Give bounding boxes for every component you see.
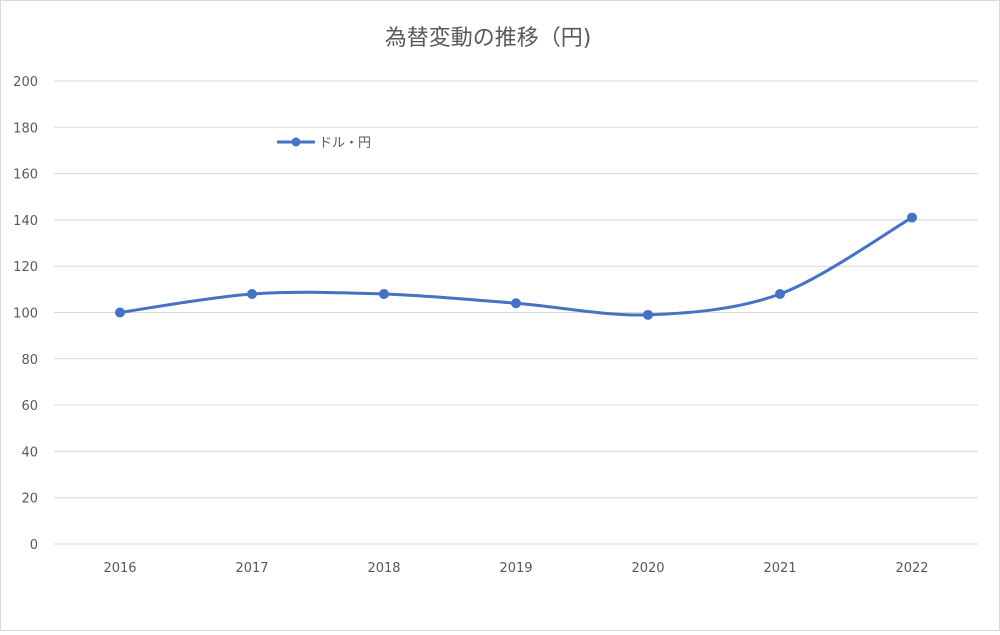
y-tick-label: 80	[21, 353, 38, 368]
gridlines	[54, 80, 978, 545]
y-tick-label: 100	[13, 307, 38, 322]
data-point-2020	[643, 309, 653, 320]
data-point-2019	[511, 298, 521, 309]
y-tick-label: 200	[13, 75, 38, 90]
y-tick-label: 60	[21, 399, 38, 414]
y-tick-label: 120	[13, 260, 38, 275]
x-tick-label: 2017	[235, 561, 268, 576]
y-tick-label: 180	[13, 121, 38, 136]
y-tick-label: 40	[21, 445, 38, 460]
legend: ドル・円	[277, 136, 371, 151]
x-tick-label: 2016	[103, 561, 136, 576]
x-tick-label: 2020	[631, 561, 664, 576]
legend-label: ドル・円	[319, 136, 371, 151]
x-tick-label: 2021	[763, 561, 796, 576]
data-point-2017	[247, 288, 257, 299]
chart-title: 為替変動の推移（円)	[385, 26, 592, 51]
y-tick-label: 0	[30, 538, 38, 553]
y-tick-label: 140	[13, 214, 38, 229]
series-layer	[115, 212, 917, 320]
x-tick-label: 2022	[895, 561, 928, 576]
y-tick-label: 20	[21, 492, 38, 507]
x-tick-label: 2018	[367, 561, 400, 576]
data-point-2018	[379, 288, 389, 299]
x-tick-label: 2019	[499, 561, 532, 576]
y-axis-ticks: 0 20 40 60 80 100 120 140 160 180 200	[13, 75, 38, 553]
data-point-2016	[115, 307, 125, 318]
data-point-2021	[775, 288, 785, 299]
data-point-2022	[907, 212, 917, 223]
y-tick-label: 160	[13, 168, 38, 183]
legend-marker	[291, 137, 301, 147]
x-axis-ticks: 2016 2017 2018 2019 2020 2021 2022	[103, 561, 928, 576]
